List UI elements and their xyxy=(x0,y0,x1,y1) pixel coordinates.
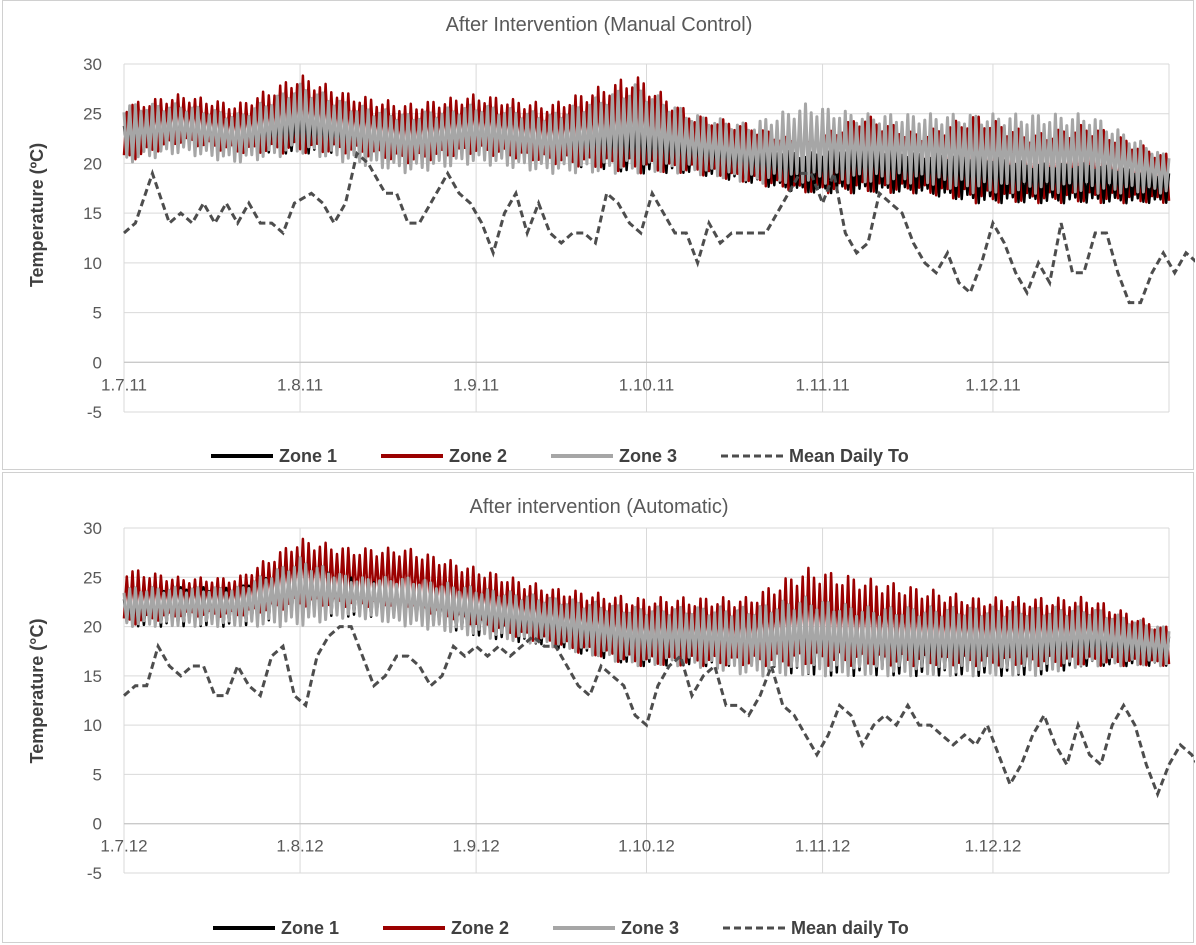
legend-label-mean: Mean Daily To xyxy=(789,446,909,466)
y-tick-label: 0 xyxy=(93,815,102,834)
legend-label-zone3: Zone 3 xyxy=(621,918,679,938)
x-tick-label: 1.7.11 xyxy=(101,375,147,394)
chart-title: After Intervention (Manual Control) xyxy=(446,14,753,36)
y-tick-label: 20 xyxy=(83,154,102,173)
y-tick-label: -5 xyxy=(87,403,102,422)
chart-panel-automatic: After intervention (Automatic) Temperatu… xyxy=(2,472,1195,943)
legend-label-zone1: Zone 1 xyxy=(281,918,339,938)
y-tick-label: 15 xyxy=(83,667,102,686)
y-tick-label: 0 xyxy=(93,353,102,372)
y-tick-label: -5 xyxy=(87,864,102,883)
series-line-zone3 xyxy=(122,556,1171,678)
chart-automatic: After intervention (Automatic) Temperatu… xyxy=(27,496,1195,938)
x-tick-label: 1.9.12 xyxy=(452,837,499,856)
y-tick-label: 20 xyxy=(83,618,102,637)
y-tick-label: 30 xyxy=(83,519,102,538)
series-line-zone3 xyxy=(122,82,1171,195)
legend-label-zone2: Zone 2 xyxy=(451,918,509,938)
x-tick-label: 1.10.12 xyxy=(618,837,675,856)
x-tick-label: 1.11.12 xyxy=(795,837,850,856)
chart-title: After intervention (Automatic) xyxy=(470,496,729,518)
x-tick-label: 1.12.11 xyxy=(965,375,1020,394)
chart-panel-manual: After Intervention (Manual Control) Temp… xyxy=(2,0,1195,470)
y-tick-label: 25 xyxy=(83,105,102,124)
x-tick-label: 1.7.12 xyxy=(100,837,147,856)
y-tick-label: 15 xyxy=(83,204,102,223)
legend-label-zone1: Zone 1 xyxy=(279,446,337,466)
y-tick-label: 5 xyxy=(93,304,102,323)
x-tick-label: 1.8.12 xyxy=(276,837,323,856)
y-tick-label: 10 xyxy=(83,254,102,273)
y-tick-label: 30 xyxy=(83,55,102,74)
legend-label-zone3: Zone 3 xyxy=(619,446,677,466)
x-tick-label: 1.10.11 xyxy=(619,375,674,394)
y-tick-label: 25 xyxy=(83,568,102,587)
x-tick-label: 1.12.12 xyxy=(965,837,1022,856)
x-tick-label: 1.11.11 xyxy=(795,375,849,394)
series-line-mean xyxy=(123,150,1195,305)
x-tick-label: 1.9.11 xyxy=(453,375,499,394)
x-tick-label: 1.8.11 xyxy=(277,375,323,394)
y-tick-label: 5 xyxy=(93,765,102,784)
series-line-mean xyxy=(123,625,1195,799)
y-axis-label: Temperature (°C) xyxy=(27,619,47,764)
chart-manual: After Intervention (Manual Control) Temp… xyxy=(27,14,1195,466)
y-axis-label: Temperature (ºC) xyxy=(27,143,47,287)
y-tick-label: 10 xyxy=(83,716,102,735)
legend-label-mean: Mean daily To xyxy=(791,918,909,938)
legend-label-zone2: Zone 2 xyxy=(449,446,507,466)
